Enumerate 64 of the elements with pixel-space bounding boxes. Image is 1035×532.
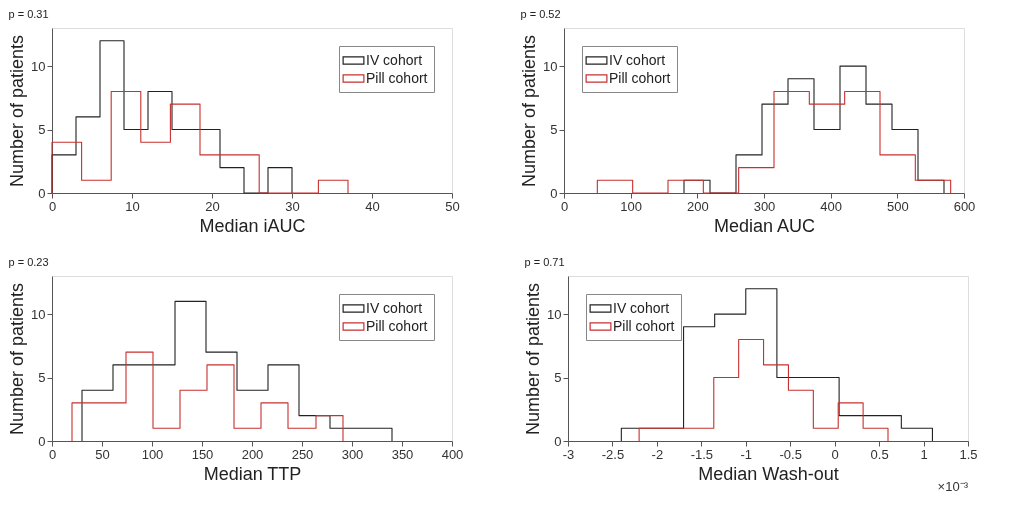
x-tick-label: 1 — [920, 446, 928, 462]
x-tick-label: 0.5 — [870, 446, 889, 462]
legend-label: Pill cohort — [609, 69, 671, 86]
x-tick-label: -2.5 — [601, 446, 625, 462]
text: p = 0.52 — [520, 8, 561, 20]
y-tick-label: 10 — [547, 306, 562, 322]
x-tick-label: 30 — [285, 198, 300, 214]
x-tick-label: -1.5 — [690, 446, 714, 462]
x-axis-title: Median AUC — [713, 215, 816, 236]
x-tick-label: 300 — [753, 198, 776, 214]
legend-label: IV cohort — [366, 51, 423, 68]
x-tick-label: 100 — [141, 446, 164, 462]
x-tick-label: 0 — [48, 446, 57, 462]
text: p = 0.31 — [8, 8, 49, 20]
y-tick-label: 5 — [38, 122, 46, 138]
y-tick-label: 5 — [554, 370, 562, 386]
x-tick-label: 400 — [820, 198, 843, 214]
y-axis-title: Number of patients — [519, 34, 540, 188]
legend-label: Pill cohort — [366, 69, 428, 86]
x-tick-label: 50 — [95, 446, 110, 462]
x-tick-label: 200 — [241, 446, 264, 462]
y-axis-title: Number of patients — [523, 282, 544, 436]
legend-label: Pill cohort — [366, 317, 428, 334]
x-tick-label: 10 — [125, 198, 140, 214]
x-tick-label: 20 — [205, 198, 220, 214]
x-tick-label: -2 — [651, 446, 664, 462]
x-tick-label: 250 — [291, 446, 314, 462]
text: ×10⁻³ — [937, 479, 969, 494]
text: p = 0.23 — [8, 256, 49, 268]
x-tick-label: 300 — [341, 446, 364, 462]
y-tick-label: 0 — [554, 433, 562, 449]
x-axis-title: Median Wash-out — [698, 463, 839, 484]
y-tick-label: 0 — [550, 185, 558, 201]
x-tick-label: 350 — [391, 446, 414, 462]
y-tick-label: 10 — [543, 58, 558, 74]
legend-label: IV cohort — [613, 299, 670, 316]
legend-label: IV cohort — [366, 299, 423, 316]
x-tick-label: 40 — [365, 198, 380, 214]
y-axis-title: Number of patients — [7, 34, 28, 188]
x-tick-label: 100 — [620, 198, 643, 214]
y-tick-label: 0 — [38, 433, 46, 449]
y-tick-label: 10 — [31, 58, 46, 74]
text: p = 0.71 — [524, 256, 565, 268]
x-tick-label: 1.5 — [959, 446, 978, 462]
x-axis-title: Median iAUC — [199, 215, 306, 236]
y-tick-label: 5 — [550, 122, 558, 138]
x-tick-label: 600 — [953, 198, 976, 214]
x-tick-label: 0 — [48, 198, 57, 214]
x-tick-label: 200 — [686, 198, 709, 214]
x-tick-label: 400 — [441, 446, 464, 462]
y-tick-label: 0 — [38, 185, 46, 201]
legend-label: IV cohort — [609, 51, 666, 68]
y-axis-title: Number of patients — [7, 282, 28, 436]
x-tick-label: 50 — [445, 198, 460, 214]
y-tick-label: 10 — [31, 306, 46, 322]
x-axis-title: Median TTP — [203, 463, 302, 484]
x-tick-label: -3 — [562, 446, 575, 462]
x-tick-label: 150 — [191, 446, 214, 462]
x-tick-label: 500 — [886, 198, 909, 214]
x-tick-label: 0 — [831, 446, 839, 462]
legend-label: Pill cohort — [613, 317, 675, 334]
x-tick-label: -1 — [740, 446, 753, 462]
y-tick-label: 5 — [38, 370, 46, 386]
x-tick-label: -0.5 — [779, 446, 802, 462]
